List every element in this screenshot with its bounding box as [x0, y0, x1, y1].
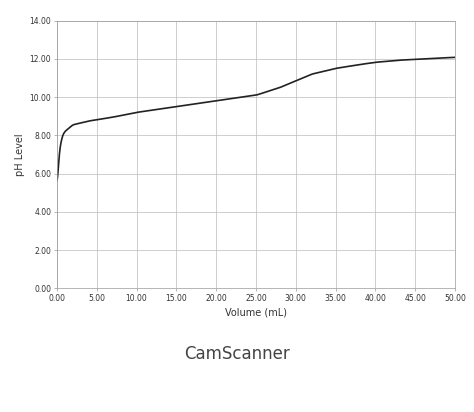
X-axis label: Volume (mL): Volume (mL)	[225, 307, 287, 317]
Text: CamScanner: CamScanner	[184, 345, 290, 363]
Y-axis label: pH Level: pH Level	[16, 133, 26, 176]
